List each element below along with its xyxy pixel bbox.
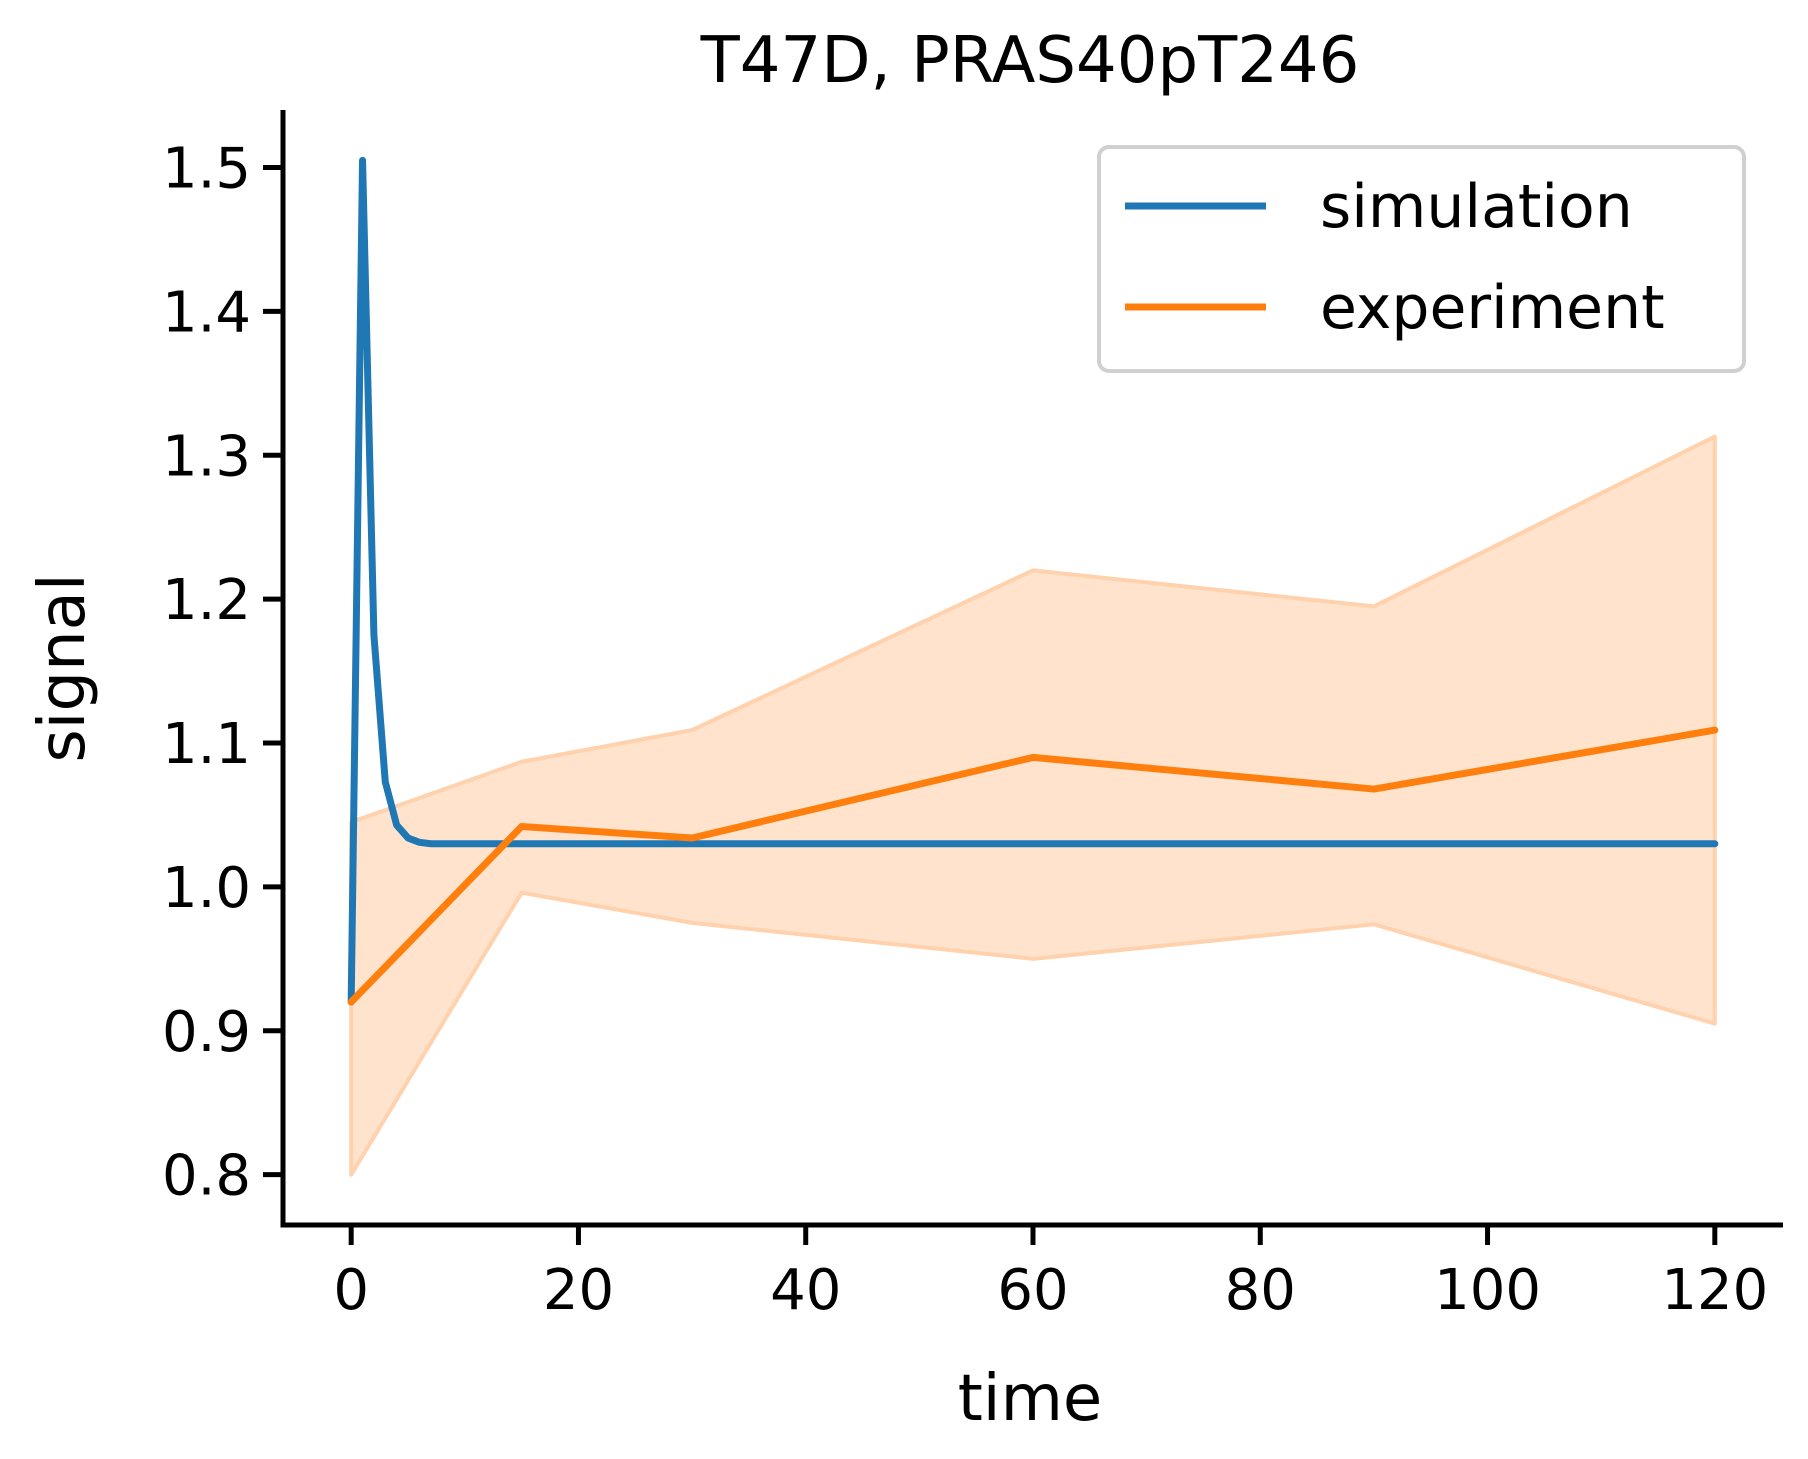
y-tick-label: 1.3	[162, 424, 251, 489]
series-line-experiment	[347, 726, 1719, 1006]
x-tick-label: 100	[1434, 1258, 1541, 1323]
y-tick-label: 1.5	[162, 137, 251, 202]
x-tick-label: 20	[543, 1258, 614, 1323]
y-tick-label: 1.1	[162, 712, 251, 777]
legend-label-experiment: experiment	[1320, 273, 1665, 343]
y-tick-label: 1.0	[162, 856, 251, 921]
x-tick-label: 60	[997, 1258, 1068, 1323]
legend-label-simulation: simulation	[1320, 172, 1633, 242]
x-axis-ticks: 0 20 40 60 80 100 120	[333, 1225, 1768, 1323]
chart-title: T47D, PRAS40pT246	[700, 24, 1360, 98]
y-axis-label: signal	[26, 573, 100, 762]
y-axis-ticks: 0.8 0.9 1.0 1.1 1.2 1.3 1.4 1.5	[162, 137, 283, 1209]
x-tick-label: 120	[1661, 1258, 1768, 1323]
series-line-simulation	[347, 156, 1719, 1006]
x-axis-label: time	[958, 1362, 1103, 1436]
y-tick-label: 1.2	[162, 568, 251, 633]
y-tick-label: 0.9	[162, 1000, 251, 1065]
legend: simulation experiment	[1097, 145, 1746, 373]
y-tick-label: 0.8	[162, 1144, 251, 1209]
x-tick-label: 80	[1225, 1258, 1296, 1323]
y-tick-label: 1.4	[162, 280, 251, 345]
x-tick-label: 0	[333, 1258, 369, 1323]
plot-area	[347, 156, 1719, 1177]
experiment-confidence-band	[349, 434, 1717, 1177]
x-tick-label: 40	[770, 1258, 841, 1323]
